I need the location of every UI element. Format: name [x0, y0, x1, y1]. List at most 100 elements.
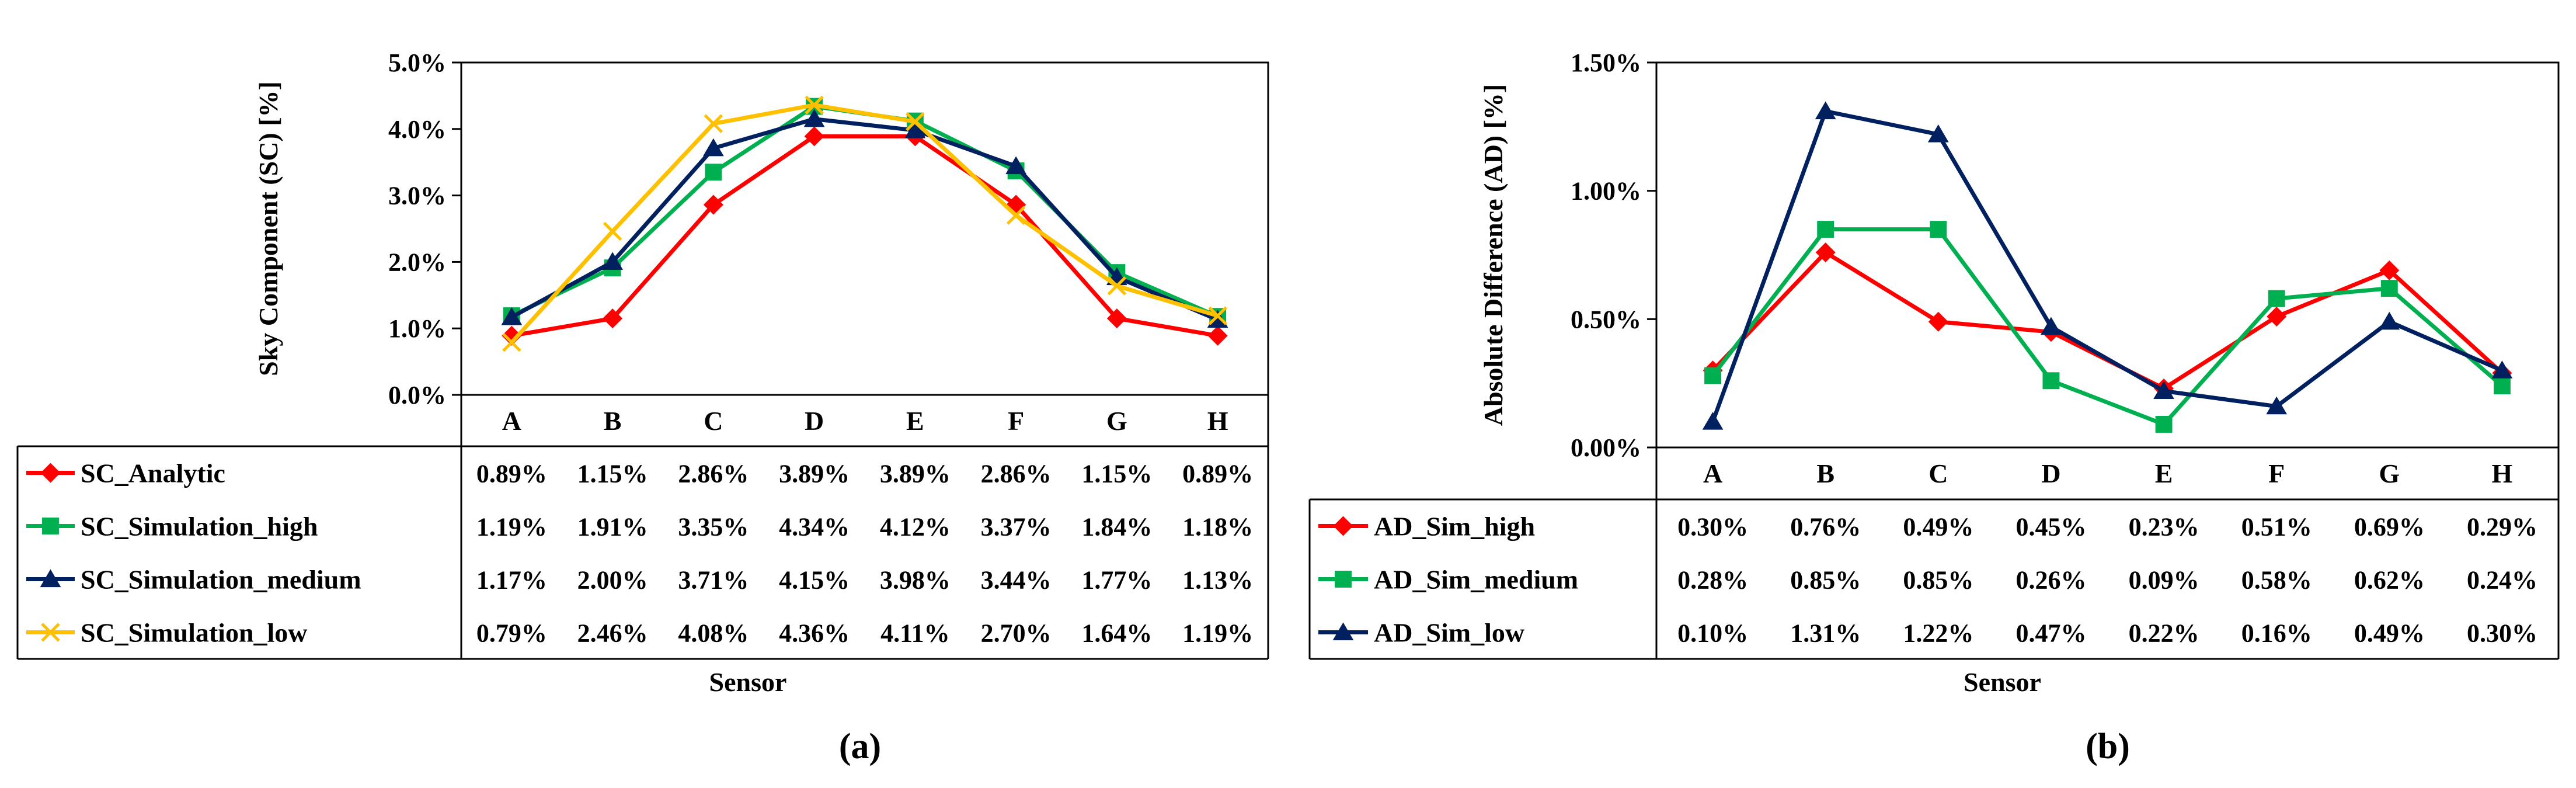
data-point-sc-simulation-medium	[1005, 156, 1026, 175]
series-line-ad-sim-medium	[1711, 227, 2504, 426]
y-tick-label: 4.0%	[388, 115, 446, 144]
category-label-d: D	[2041, 459, 2060, 488]
table-cell-value: 0.22%	[2129, 619, 2199, 648]
data-point-ad-sim-high	[1815, 242, 1836, 263]
data-point-sc-analytic	[502, 325, 522, 346]
data-point-sc-simulation-high	[705, 164, 722, 181]
legend-key-marker	[40, 569, 61, 588]
legend-key-marker	[1333, 516, 1353, 536]
data-point-ad-sim-low	[2379, 311, 2400, 330]
legend-key-marker	[42, 518, 59, 534]
data-point-sc-simulation-low	[906, 112, 925, 131]
legend-label-sc-simulation-low: SC_Simulation_low	[81, 618, 308, 648]
plot-area-border	[1655, 61, 2560, 449]
series-line-sc-analytic	[511, 134, 1219, 338]
data-point-sc-simulation-low	[603, 221, 622, 241]
y-tick-label: 0.0%	[388, 381, 446, 409]
series-line-sc-simulation-low	[510, 103, 1219, 344]
data-point-sc-simulation-low	[805, 95, 824, 115]
table-cell-value: 0.16%	[2241, 619, 2312, 648]
legend-key-marker	[41, 623, 60, 642]
category-label-g: G	[2379, 459, 2400, 488]
data-point-ad-sim-high	[1928, 311, 1948, 332]
table-cell-value: 1.77%	[1081, 566, 1152, 595]
table-cell-value: 4.11%	[880, 619, 950, 648]
data-point-sc-simulation-medium	[602, 252, 623, 270]
category-label-d: D	[805, 406, 824, 436]
table-cell-value: 1.13%	[1182, 566, 1253, 595]
category-label-f: F	[1008, 406, 1024, 436]
category-label-h: H	[1207, 406, 1228, 436]
category-label-c: C	[1928, 459, 1948, 488]
category-label-b: B	[604, 406, 622, 436]
y-axis-title: Sky Component (SC) [%]	[253, 81, 283, 376]
y-tick-label: 1.0%	[388, 314, 446, 343]
table-cell-value: 1.31%	[1790, 619, 1861, 648]
data-point-sc-analytic	[804, 126, 824, 147]
y-tick-label: 3.0%	[388, 182, 446, 210]
table-cell-value: 0.62%	[2354, 566, 2425, 595]
data-point-ad-sim-medium	[2042, 372, 2060, 390]
data-point-ad-sim-medium	[2268, 290, 2285, 307]
data-point-ad-sim-low	[1702, 412, 1724, 430]
table-cell-value: 0.85%	[1790, 566, 1861, 595]
table-cell-value: 1.19%	[1182, 619, 1253, 648]
data-point-sc-simulation-low	[1107, 276, 1127, 296]
y-tick-label: 5.0%	[388, 48, 446, 77]
category-label-e: E	[906, 406, 924, 436]
x-axis-title: Sensor	[709, 667, 787, 697]
data-point-ad-sim-medium	[1817, 221, 1834, 238]
data-point-ad-sim-medium	[1704, 367, 1722, 384]
table-cell-value: 0.10%	[1677, 619, 1748, 648]
legend-label-sc-simulation-high: SC_Simulation_high	[81, 512, 318, 541]
table-cell-value: 2.86%	[678, 460, 749, 488]
data-point-ad-sim-high	[2379, 260, 2400, 280]
data-point-sc-simulation-medium	[703, 138, 724, 157]
legend-label-sc-simulation-medium: SC_Simulation_medium	[81, 565, 361, 595]
table-cell-value: 0.79%	[476, 619, 547, 648]
data-point-ad-sim-medium	[1930, 221, 1947, 238]
legend-label-ad-sim-low: AD_Sim_low	[1374, 618, 1524, 648]
legend-key-marker	[1335, 571, 1352, 588]
legend-label-ad-sim-medium: AD_Sim_medium	[1374, 565, 1578, 595]
category-label-h: H	[2492, 459, 2513, 488]
data-point-sc-analytic	[1207, 325, 1228, 346]
table-cell-value: 0.76%	[1790, 513, 1861, 541]
data-point-sc-simulation-medium	[501, 307, 523, 325]
data-point-ad-sim-high	[2267, 306, 2287, 327]
table-cell-value: 1.84%	[1081, 513, 1152, 541]
series-line-sc-simulation-medium	[510, 117, 1219, 322]
data-point-sc-simulation-low	[502, 332, 521, 352]
table-cell-value: 1.91%	[577, 513, 648, 541]
table-cell-value: 1.64%	[1081, 619, 1152, 648]
category-label-c: C	[704, 406, 723, 436]
data-point-ad-sim-low	[1815, 101, 1836, 120]
table-cell-value: 1.18%	[1182, 513, 1253, 541]
data-point-sc-analytic	[703, 195, 723, 215]
data-point-ad-sim-low	[2266, 396, 2288, 415]
x-axis-title: Sensor	[1964, 667, 2041, 697]
table-cell-value: 4.15%	[779, 566, 850, 595]
panel-b: 0.00% 0.50% 1.00% 1.50% Absolute Difference …	[1308, 48, 2560, 766]
category-label-g: G	[1106, 406, 1127, 436]
y-tick-label: 0.50%	[1571, 305, 1641, 334]
table-cell-value: 2.00%	[577, 566, 648, 595]
table-cell-value: 4.36%	[779, 619, 850, 648]
table-cell-value: 2.46%	[577, 619, 648, 648]
table-cell-value: 0.28%	[1677, 566, 1748, 595]
category-label-b: B	[1816, 459, 1834, 488]
table-cell-value: 0.49%	[1903, 513, 1973, 541]
data-point-sc-analytic	[603, 308, 623, 329]
legend-label-sc-analytic: SC_Analytic	[81, 459, 225, 488]
legend-key-marker	[40, 463, 61, 483]
table-cell-value: 1.17%	[476, 566, 547, 595]
category-label-f: F	[2268, 459, 2285, 488]
table-cell-value: 0.23%	[2129, 513, 2199, 541]
table-cell-value: 0.29%	[2467, 513, 2537, 541]
data-point-sc-simulation-medium	[803, 109, 825, 127]
data-point-sc-simulation-low	[704, 114, 723, 133]
panel-caption: (a)	[839, 727, 881, 766]
table-cell-value: 3.35%	[678, 513, 749, 541]
category-label-e: E	[2155, 459, 2173, 488]
